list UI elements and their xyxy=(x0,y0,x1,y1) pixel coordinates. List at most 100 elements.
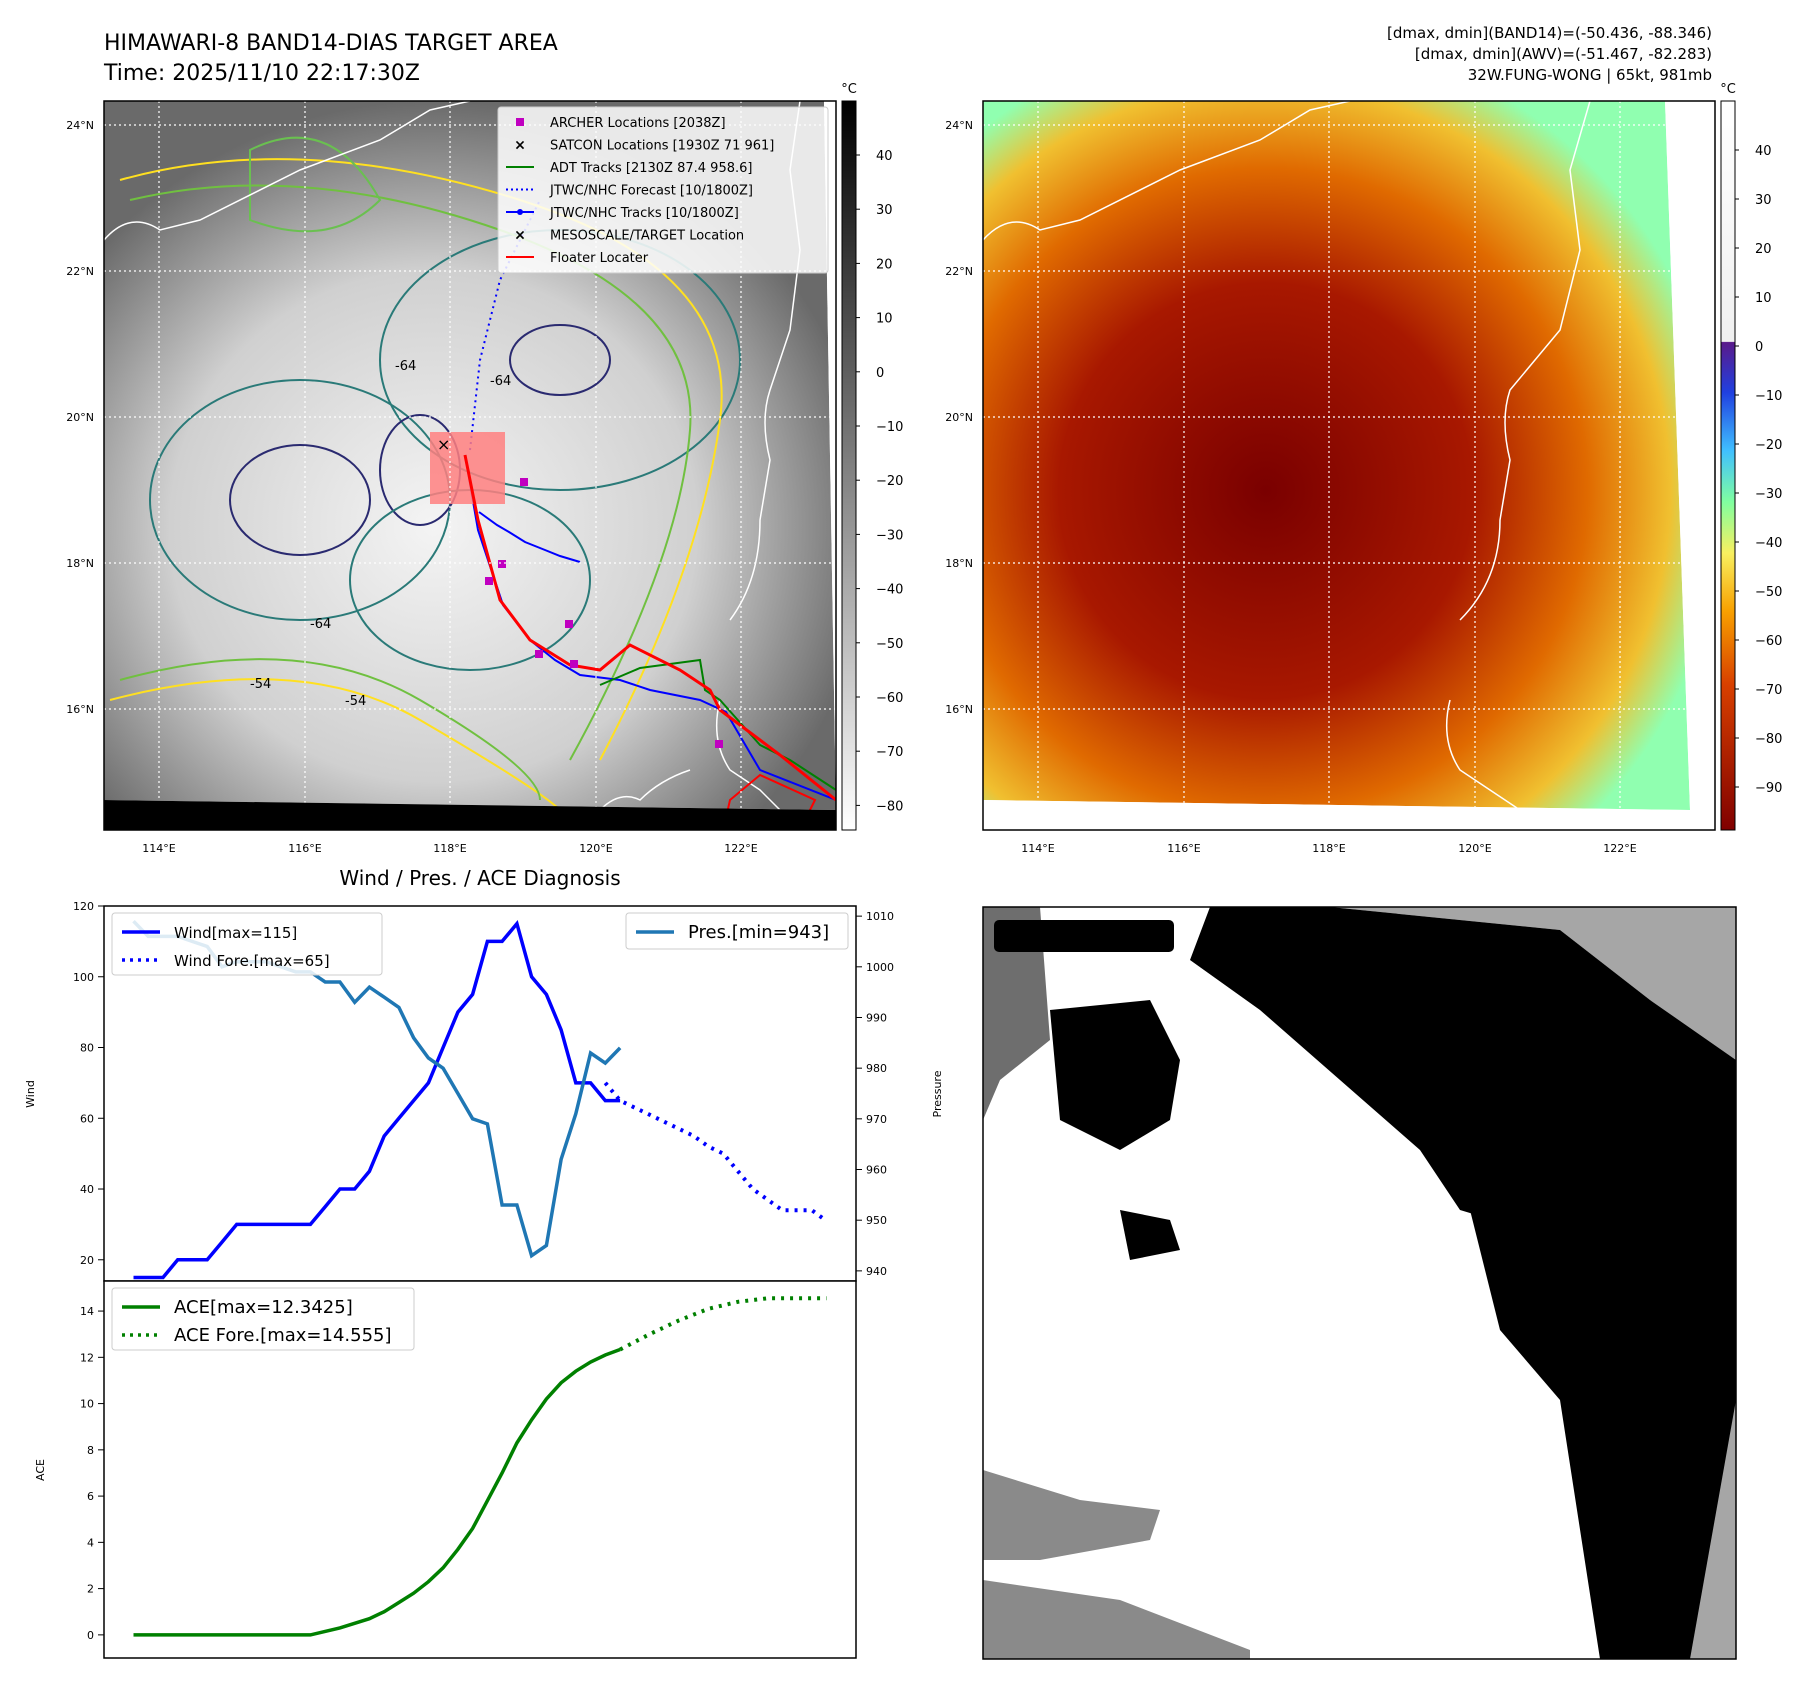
lon-tick-label: 122°E xyxy=(1603,842,1636,855)
map-legend: ARCHER Locations [2038Z] × SATCON Location… xyxy=(497,106,829,274)
colorbar-tick-label: −40 xyxy=(876,583,903,598)
pressure-tick-label: 1010 xyxy=(866,910,894,923)
contour-label: -64 xyxy=(490,374,511,389)
colorbar-unit: °C xyxy=(841,82,857,97)
pressure-tick-label: 950 xyxy=(866,1214,887,1227)
colorbar-tick-label: −50 xyxy=(876,637,903,652)
lat-tick-label: 22°N xyxy=(66,265,94,278)
legend-entry: JTWC/NHC Tracks [10/1800Z] xyxy=(549,206,739,221)
lat-tick-label: 16°N xyxy=(945,703,973,716)
ace-legend: ACE[max=12.3425] ACE Fore.[max=14.555] xyxy=(111,1287,415,1351)
wind-tick-label: 100 xyxy=(73,971,94,984)
ace-plot: 0 2 4 6 8 10 12 14 ACE[max=12.3425] ACE Fore.[max… xyxy=(80,1280,857,1659)
copyright-text: Copyright © 2020-2025 Dapiya xyxy=(108,810,370,828)
color-colorbar xyxy=(1720,100,1736,831)
colorbar-tick-label: −50 xyxy=(1755,585,1782,600)
legend-marker: × xyxy=(514,228,526,244)
lon-tick-label: 122°E xyxy=(724,842,757,855)
colorbar-tick-label: −20 xyxy=(876,474,903,489)
colorbar-tick-label: −10 xyxy=(1755,389,1782,404)
ace-tick-label: 4 xyxy=(87,1536,94,1549)
lat-tick-label: 18°N xyxy=(945,557,973,570)
colorbar-tick-label: 10 xyxy=(1755,291,1772,306)
enhanced-ir-imagery xyxy=(983,101,1690,810)
contour-label: -64 xyxy=(395,359,416,374)
ace-tick-label: 12 xyxy=(80,1351,94,1364)
legend-entry: ACE[max=12.3425] xyxy=(174,1297,353,1318)
lat-tick-label: 20°N xyxy=(945,411,973,424)
colorbar-tick-label: 0 xyxy=(1755,340,1763,355)
ace-series-line-1 xyxy=(619,1296,827,1352)
lat-tick-label: 24°N xyxy=(66,119,94,132)
wmg-count-label: WMG Count: 0 xyxy=(1002,927,1147,948)
ace-tick-label: 10 xyxy=(80,1398,94,1411)
pressure-tick-label: 970 xyxy=(866,1113,887,1126)
colorbar-tick-label: −70 xyxy=(1755,683,1782,698)
left-map-frame xyxy=(103,100,837,831)
colorbar-tick-label: 40 xyxy=(1755,144,1772,159)
legend-entry: JTWC/NHC Forecast [10/1800Z] xyxy=(549,184,753,199)
left-map-panel: × -54 -54 -64 -64 -64 Copyright © 2020-2… xyxy=(66,82,903,855)
series-line-0 xyxy=(133,920,621,1280)
pressure-axis-label: Pressure xyxy=(931,1070,944,1117)
lon-tick-label: 116°E xyxy=(288,842,321,855)
diagnosis-title: Wind / Pres. / ACE Diagnosis xyxy=(339,866,620,890)
legend-marker xyxy=(516,118,524,126)
wind-tick-label: 40 xyxy=(80,1183,94,1196)
figure-title: HIMAWARI-8 BAND14-DIAS TARGET AREA xyxy=(104,31,558,56)
ace-axis-label: ACE xyxy=(34,1459,47,1481)
floater-line xyxy=(463,454,836,802)
ace-tick-label: 8 xyxy=(87,1444,94,1457)
archer-markers xyxy=(485,478,723,748)
pressure-tick-label: 990 xyxy=(866,1011,887,1024)
lon-tick-label: 116°E xyxy=(1167,842,1200,855)
wind-tick-label: 60 xyxy=(80,1112,94,1125)
temperature-contours xyxy=(109,136,741,811)
ace-tick-label: 0 xyxy=(87,1629,94,1642)
wind-legend: Wind[max=115] Wind Fore.[max=65] xyxy=(111,912,383,976)
contour-label: -64 xyxy=(310,617,331,632)
legend-marker-dot xyxy=(517,209,523,215)
gray-colorbar xyxy=(841,100,857,831)
lon-tick-label: 120°E xyxy=(579,842,612,855)
ace-tick-label: 6 xyxy=(87,1490,94,1503)
colorbar-tick-label: 0 xyxy=(876,366,884,381)
right-map-panel: 114°E 116°E 118°E 120°E 122°E 24°N 22°N 20°N 18°… xyxy=(945,82,1782,855)
ace-series-line-0 xyxy=(133,1347,621,1637)
wmg-panel: WMG Count: 0 xyxy=(982,906,1737,1660)
lon-tick-label: 114°E xyxy=(142,842,175,855)
legend-entry: Floater Locater xyxy=(550,251,649,266)
colorbar-tick-label: 30 xyxy=(876,203,893,218)
pressure-legend: Pres.[min=943] xyxy=(625,912,849,950)
jtwc-track xyxy=(478,511,581,563)
lat-tick-label: 20°N xyxy=(66,411,94,424)
colorbar-tick-label: −30 xyxy=(876,528,903,543)
colorbar-tick-label: 10 xyxy=(876,312,893,327)
info-awv: [dmax, dmin](AWV)=(-51.467, -82.283) xyxy=(1415,45,1712,63)
colorbar-tick-label: −80 xyxy=(1755,732,1782,747)
lon-tick-label: 114°E xyxy=(1021,842,1054,855)
pressure-tick-label: 960 xyxy=(866,1164,887,1177)
wind-tick-label: 20 xyxy=(80,1254,94,1267)
colorbar-tick-label: 20 xyxy=(1755,242,1772,257)
contour-label: -54 xyxy=(345,694,366,709)
target-location-marker: × xyxy=(437,435,450,454)
colorbar-tick-label: 40 xyxy=(876,149,893,164)
colorbar-unit: °C xyxy=(1720,82,1736,97)
colorbar-tick-label: −90 xyxy=(1755,781,1782,796)
lon-tick-label: 118°E xyxy=(433,842,466,855)
ace-tick-label: 14 xyxy=(80,1305,94,1318)
legend-entry: ACE Fore.[max=14.555] xyxy=(174,1325,392,1346)
colorbar-tick-label: 30 xyxy=(1755,193,1772,208)
colorbar-tick-label: −30 xyxy=(1755,487,1782,502)
series-line-1 xyxy=(603,1081,828,1223)
colorbar-tick-label: −70 xyxy=(876,745,903,760)
colorbar-tick-label: −40 xyxy=(1755,536,1782,551)
legend-entry: SATCON Locations [1930Z 71 961] xyxy=(550,139,774,154)
figure-time: Time: 2025/11/10 22:17:30Z xyxy=(103,61,420,86)
info-band14: [dmax, dmin](BAND14)=(-50.436, -88.346) xyxy=(1387,24,1712,42)
legend-entry: Pres.[min=943] xyxy=(688,922,829,943)
legend-entry: Wind[max=115] xyxy=(174,924,297,942)
wmg-classification-image xyxy=(983,907,1736,1659)
